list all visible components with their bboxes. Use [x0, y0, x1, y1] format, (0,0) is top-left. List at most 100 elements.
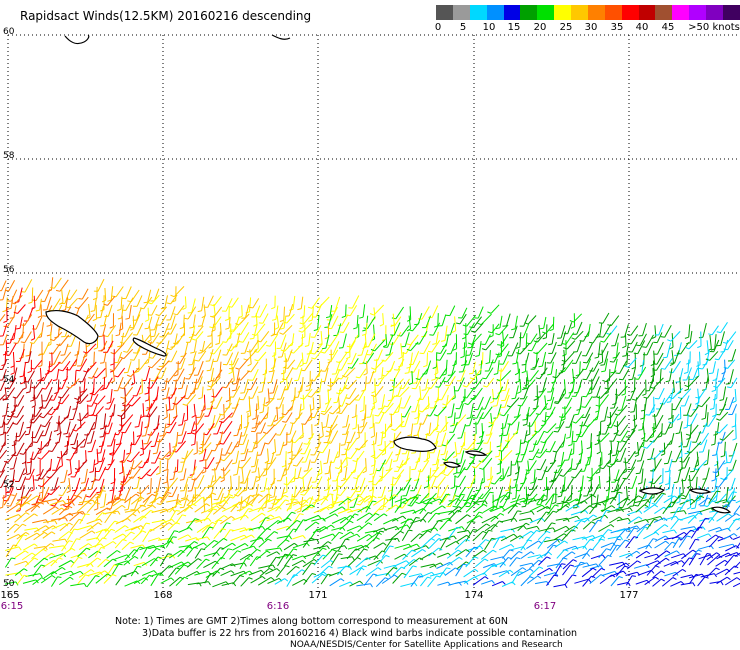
wind-barb: [95, 529, 103, 540]
wind-barb: [593, 360, 600, 372]
wind-barb-tick: [709, 407, 715, 410]
wind-barb: [626, 525, 638, 530]
wind-barb: [214, 414, 221, 428]
wind-barb-tick: [197, 558, 202, 562]
wind-barb-tick: [252, 494, 257, 497]
wind-barb-tick: [467, 501, 472, 505]
wind-barb-tick: [30, 399, 35, 402]
wind-barb: [656, 358, 665, 371]
wind-barb-tick: [189, 326, 194, 329]
wind-barb-tick: [478, 363, 483, 366]
wind-barb-tick: [718, 555, 723, 558]
wind-barb: [384, 422, 393, 434]
wind-barb-tick: [353, 477, 358, 480]
wind-barb-tick: [58, 494, 63, 497]
wind-barb-tick: [251, 534, 255, 539]
wind-barb-tick: [712, 454, 717, 456]
wind-barb: [311, 297, 320, 309]
wind-barb: [101, 340, 108, 352]
wind-barb-tick: [89, 471, 94, 473]
wind-barb-tick: [138, 392, 143, 395]
wind-barb-tick: [293, 528, 298, 531]
wind-barb: [605, 421, 612, 435]
wind-barb: [410, 423, 414, 435]
wind-barb: [162, 352, 169, 367]
wind-barb: [544, 544, 554, 557]
wind-barb: [653, 517, 665, 523]
wind-barb-tick: [503, 434, 508, 437]
wind-barb-tick: [449, 562, 453, 566]
wind-barb-tick: [175, 510, 180, 512]
wind-barb-tick: [244, 543, 249, 547]
wind-barb-tick: [260, 490, 265, 493]
wind-barb-tick: [158, 537, 162, 542]
wind-barb: [601, 349, 604, 363]
wind-barb-tick: [683, 371, 689, 374]
wind-barb: [176, 368, 185, 382]
wind-barb-tick: [262, 431, 267, 435]
wind-barb-tick: [482, 377, 487, 380]
wind-barb: [127, 361, 132, 373]
wind-barb: [370, 343, 377, 356]
wind-barb-tick: [199, 460, 204, 462]
wind-barb: [16, 405, 25, 418]
wind-barb: [474, 322, 484, 333]
wind-barb-tick: [525, 433, 530, 437]
wind-barb-tick: [463, 448, 468, 451]
wind-barb-tick: [315, 391, 320, 394]
wind-barb-tick: [93, 347, 98, 350]
wind-barb-tick: [470, 397, 475, 400]
wind-barb: [58, 505, 69, 516]
wind-barb-tick: [516, 502, 521, 505]
wind-barb-tick: [206, 536, 211, 541]
wind-barb-tick: [624, 539, 630, 542]
wind-barb-tick: [558, 538, 563, 542]
wind-barb: [465, 334, 467, 347]
wind-barb-tick: [100, 543, 104, 548]
wind-barb: [68, 477, 71, 491]
wind-barb: [448, 376, 456, 387]
wind-barb: [201, 314, 206, 327]
wind-barb-tick: [334, 513, 339, 517]
wind-barb: [679, 514, 695, 521]
wind-barb-tick: [300, 408, 305, 411]
wind-barb: [14, 294, 23, 305]
wind-barb-tick: [333, 401, 338, 404]
wind-barb: [736, 526, 740, 531]
wind-barb: [86, 361, 97, 373]
wind-barb: [112, 533, 124, 540]
wind-barb-tick: [177, 502, 182, 506]
wind-barb-tick: [591, 521, 596, 524]
wind-barb: [394, 502, 403, 513]
wind-barb-tick: [359, 409, 364, 413]
wind-barb: [538, 527, 554, 532]
wind-barb: [102, 431, 107, 447]
wind-barb-tick: [714, 358, 719, 361]
wind-barb: [394, 524, 407, 531]
wind-barb: [276, 525, 289, 531]
wind-barb-tick: [571, 551, 576, 555]
wind-barb: [413, 478, 420, 491]
wind-barb: [637, 544, 650, 550]
wind-barb-tick: [182, 307, 187, 310]
wind-barb: [275, 499, 286, 512]
wind-barb-tick: [258, 536, 263, 539]
wind-barb-tick: [359, 425, 364, 428]
wind-barb-tick: [258, 494, 263, 497]
wind-barb: [10, 404, 18, 417]
wind-barb: [196, 524, 209, 534]
wind-barb: [301, 497, 311, 506]
wind-barb: [214, 440, 221, 452]
wind-barb-tick: [649, 386, 654, 389]
wind-barb: [330, 415, 339, 428]
wind-barb: [128, 305, 132, 319]
wind-barb: [123, 348, 134, 359]
wind-barb: [607, 508, 622, 513]
wind-barb: [529, 485, 538, 496]
wind-barb-tick: [174, 530, 179, 533]
wind-barb: [581, 475, 584, 491]
wind-barb: [504, 394, 510, 408]
wind-barb: [133, 515, 144, 523]
wind-barb: [704, 404, 708, 419]
wind-barb-tick: [29, 342, 34, 344]
